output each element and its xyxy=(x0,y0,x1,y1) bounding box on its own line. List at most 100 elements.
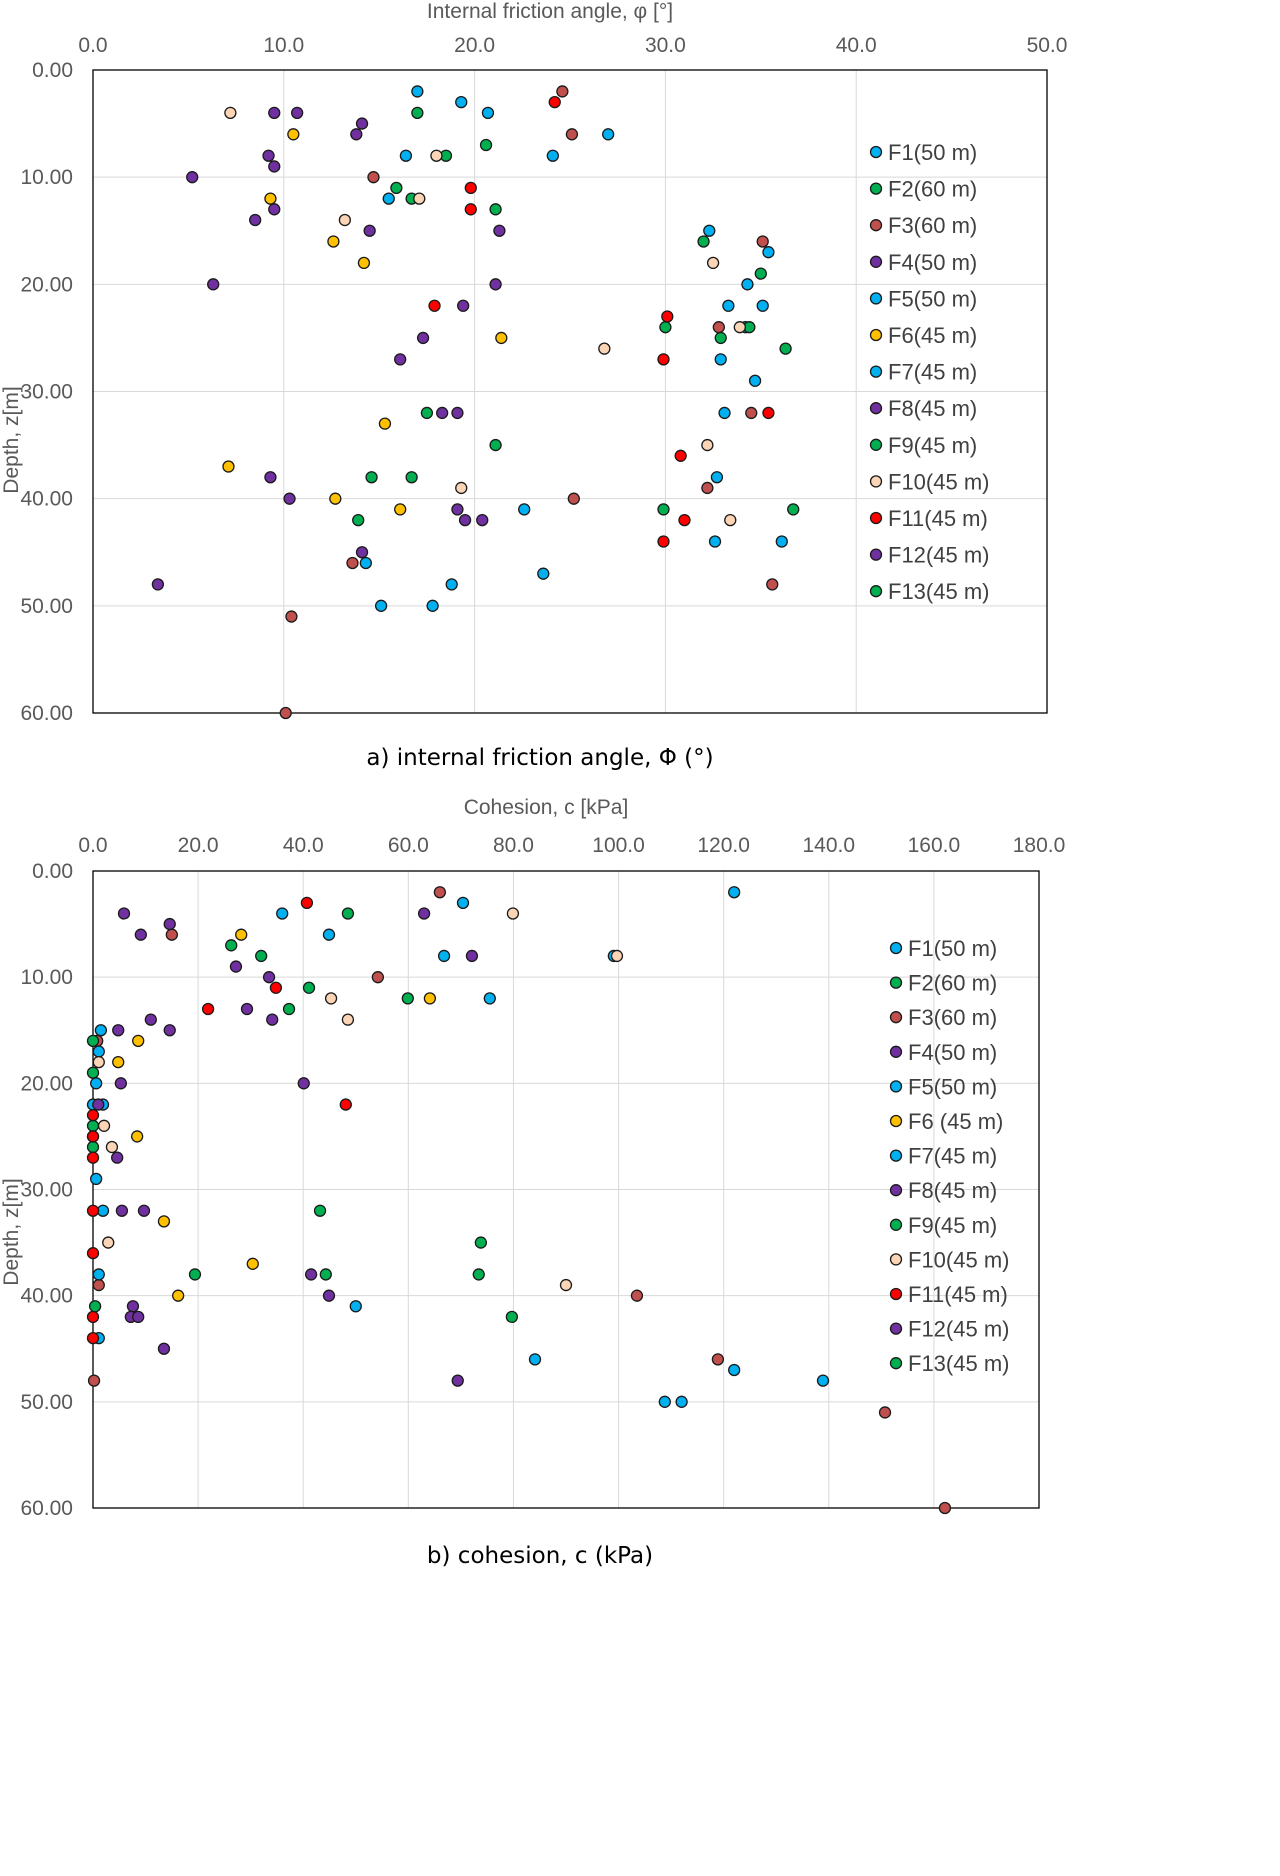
data-point xyxy=(151,578,165,591)
x-tick-label: 80.0 xyxy=(493,834,534,857)
legend-marker xyxy=(869,475,883,488)
data-point xyxy=(506,907,520,920)
data-point xyxy=(728,1363,741,1377)
data-point xyxy=(86,1331,100,1345)
legend-marker xyxy=(869,328,883,342)
data-point xyxy=(722,299,735,312)
data-point xyxy=(455,96,468,109)
data-point xyxy=(92,1098,105,1111)
data-point xyxy=(505,1310,519,1324)
data-point xyxy=(762,246,775,259)
y-tick-label: 60.00 xyxy=(20,1497,73,1520)
data-point xyxy=(472,1268,485,1281)
data-point xyxy=(938,1501,952,1515)
data-point xyxy=(359,556,372,570)
data-point xyxy=(428,299,441,312)
data-point xyxy=(87,1374,101,1387)
data-point xyxy=(324,992,338,1005)
legend-label: F4(50 m) xyxy=(908,1040,997,1065)
data-point xyxy=(313,1204,327,1217)
data-point xyxy=(728,886,741,899)
x-tick-label: 180.0 xyxy=(1013,834,1066,857)
data-point xyxy=(86,1204,100,1217)
data-point xyxy=(264,471,277,484)
data-point xyxy=(86,1034,100,1048)
data-point xyxy=(269,981,283,994)
plot-area xyxy=(92,69,1048,714)
data-point xyxy=(718,406,731,420)
data-point xyxy=(537,567,550,580)
data-point xyxy=(157,1215,171,1228)
data-point xyxy=(97,1119,111,1132)
data-point xyxy=(92,1045,105,1058)
data-point xyxy=(630,1289,644,1302)
x-tick-label: 10.0 xyxy=(263,34,304,57)
legend-marker xyxy=(889,1253,903,1266)
data-point xyxy=(602,128,615,141)
x-tick-label: 20.0 xyxy=(178,834,219,857)
legend-label: F7(45 m) xyxy=(888,360,977,385)
data-point xyxy=(132,1034,145,1048)
data-point xyxy=(610,949,624,963)
data-point xyxy=(451,1374,464,1387)
data-point xyxy=(706,256,720,270)
data-point xyxy=(112,1024,125,1037)
data-point xyxy=(464,181,477,195)
data-point xyxy=(339,1098,352,1111)
data-point xyxy=(246,1257,259,1270)
data-point xyxy=(283,492,296,505)
data-point xyxy=(130,1130,144,1143)
data-point xyxy=(481,106,495,120)
figure-caption: a) internal friction angle, Φ (°) xyxy=(366,745,713,771)
y-axis-title: Depth, z[m] xyxy=(0,386,23,493)
data-point xyxy=(186,171,199,184)
data-point xyxy=(86,1066,100,1079)
data-point xyxy=(92,1055,105,1069)
y-tick-label: 0.00 xyxy=(32,59,73,82)
data-point xyxy=(745,406,758,420)
data-point xyxy=(405,471,418,484)
x-tick-label: 120.0 xyxy=(697,834,750,857)
data-point xyxy=(556,85,569,98)
data-point xyxy=(451,503,464,516)
legend-marker xyxy=(869,219,883,232)
data-point xyxy=(225,939,238,952)
y-tick-label: 40.00 xyxy=(20,1285,73,1308)
data-point xyxy=(741,278,754,291)
legend-marker xyxy=(869,438,883,451)
data-point xyxy=(416,331,430,345)
data-point xyxy=(86,1310,100,1324)
legend-marker xyxy=(889,1011,903,1024)
data-point xyxy=(394,503,407,516)
legend-label: F8(45 m) xyxy=(908,1178,997,1203)
legend-marker xyxy=(889,1045,903,1058)
legend-marker xyxy=(869,182,883,195)
legend-label: F10(45 m) xyxy=(908,1247,1009,1272)
legend-label: F4(50 m) xyxy=(888,250,977,275)
legend-label: F1(50 m) xyxy=(888,140,977,165)
legend-label: F6(45 m) xyxy=(888,323,977,348)
data-point xyxy=(86,1151,100,1164)
legend-marker xyxy=(869,548,883,561)
legend-marker xyxy=(889,1218,903,1231)
data-point xyxy=(349,1300,362,1313)
data-point xyxy=(262,149,275,162)
legend-label: F13(45 m) xyxy=(908,1351,1009,1376)
data-point xyxy=(255,949,268,963)
data-point xyxy=(341,1013,355,1026)
data-point xyxy=(229,960,243,973)
data-point xyxy=(756,299,769,312)
data-point xyxy=(493,224,506,237)
plot-area xyxy=(92,870,1040,1509)
data-point xyxy=(165,928,178,941)
data-point xyxy=(338,213,352,227)
data-point xyxy=(224,106,237,120)
data-point xyxy=(222,460,235,473)
data-point xyxy=(724,513,737,527)
legend-marker xyxy=(889,1184,903,1197)
data-point xyxy=(112,1055,125,1069)
chart-friction-angle: 0.0 10.0 20.0 30.0 40.0 50.0 0.00 10.00 20.00 30.… xyxy=(0,0,1067,771)
x-tick-label: 0.0 xyxy=(78,34,107,57)
x-tick-label: 50.0 xyxy=(1027,34,1068,57)
data-point xyxy=(266,1013,279,1026)
